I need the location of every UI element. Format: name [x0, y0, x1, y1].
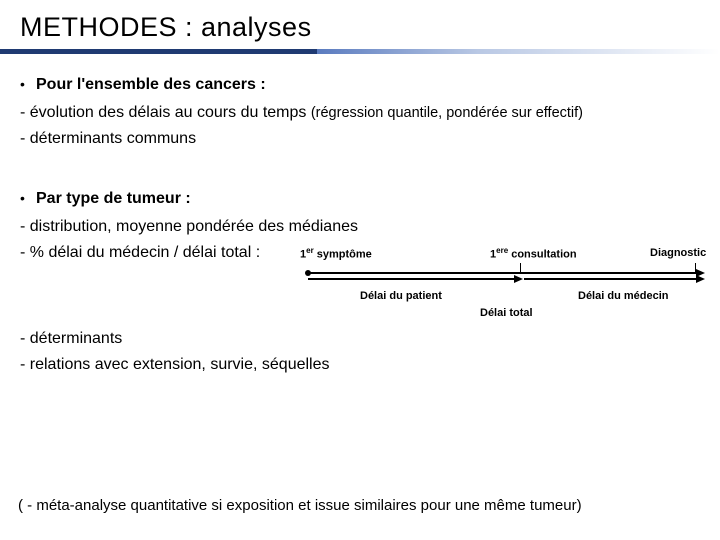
title-underline [0, 49, 720, 55]
timeline-diagram: 1er symptôme 1ere consultation Diagnosti… [300, 245, 720, 325]
slide-title: METHODES : analyses [20, 12, 700, 43]
section1-line1-paren: (régression quantile, pondérée sur effec… [311, 105, 583, 121]
label-delai-total: Délai total [480, 305, 533, 322]
arrow-medecin-line [524, 278, 696, 280]
section1-heading-text: Pour l'ensemble des cancers : [36, 73, 266, 97]
slide-body: • Pour l'ensemble des cancers : - évolut… [20, 73, 700, 377]
section1-heading: • Pour l'ensemble des cancers : [20, 73, 700, 97]
section1-line2: - déterminants communs [20, 127, 700, 151]
label-consultation: 1ere consultation [490, 245, 577, 263]
label-delai-medecin: Délai du médecin [578, 288, 668, 305]
section2-line3: - déterminants [20, 327, 700, 351]
section1-line1-main: - évolution des délais au cours du temps [20, 104, 311, 121]
section2-heading: • Par type de tumeur : [20, 187, 700, 211]
section1-line1: - évolution des délais au cours du temps… [20, 101, 700, 125]
label-diagnostic: Diagnostic [650, 245, 706, 262]
section2-line1: - distribution, moyenne pondérée des méd… [20, 215, 700, 239]
arrow-total-line [308, 272, 696, 274]
bullet-dot-icon: • [20, 188, 36, 209]
arrow-patient-head-icon [514, 275, 523, 283]
bullet-dot-icon: • [20, 74, 36, 95]
label-delai-patient: Délai du patient [360, 288, 442, 305]
arrow-patient-line [308, 278, 514, 280]
arrow-medecin-head-icon [696, 275, 705, 283]
section2-line4: - relations avec extension, survie, séqu… [20, 353, 700, 377]
section2-heading-text: Par type de tumeur : [36, 187, 191, 211]
label-symptome: 1er symptôme [300, 245, 372, 263]
footnote: ( - méta-analyse quantitative si exposit… [18, 497, 710, 514]
